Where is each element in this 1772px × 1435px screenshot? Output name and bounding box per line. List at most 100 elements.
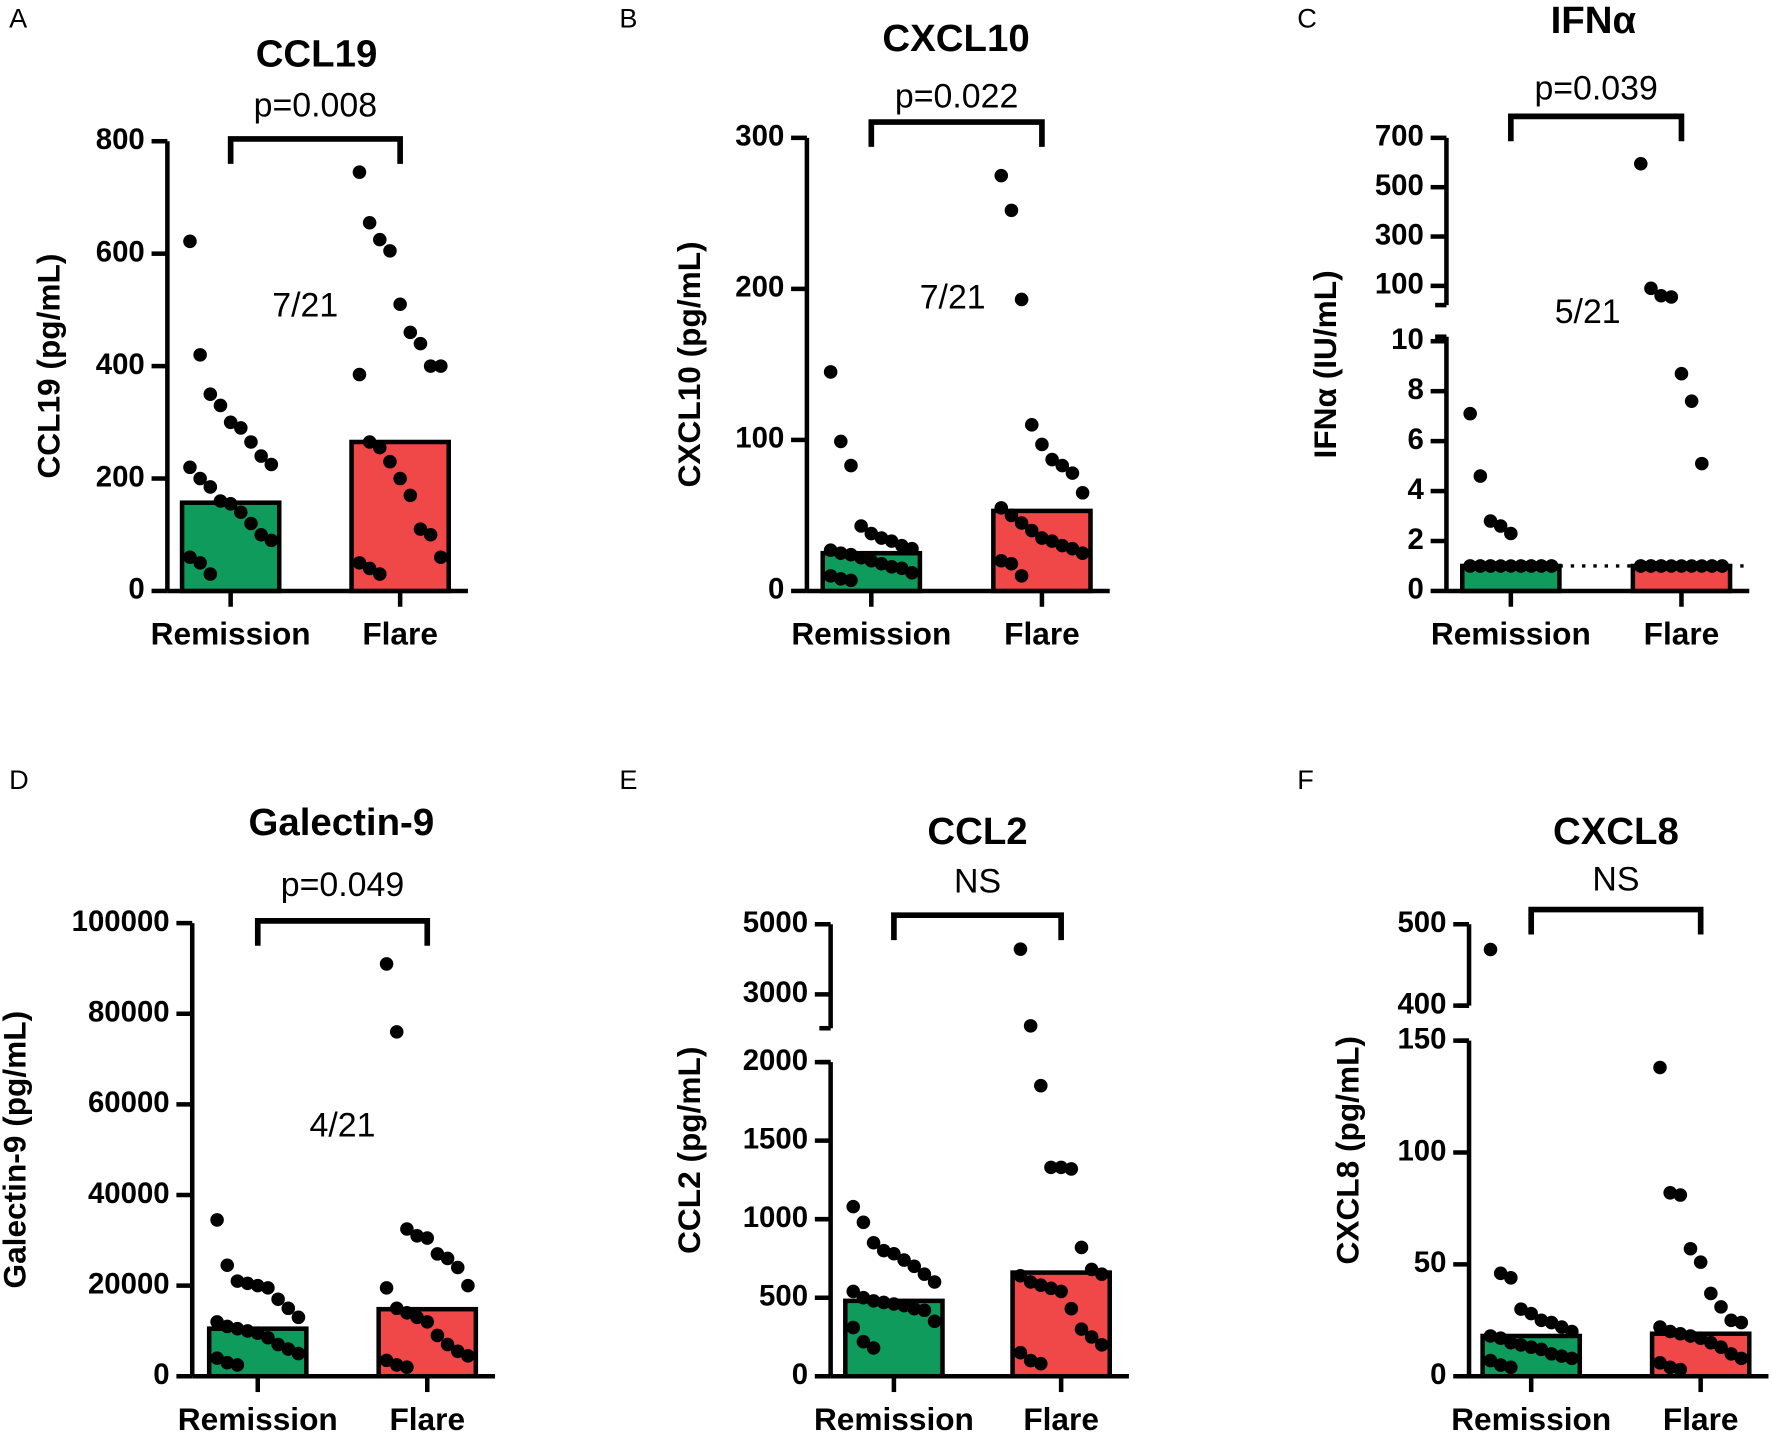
data-point — [1704, 1335, 1718, 1350]
significance-bracket — [254, 918, 431, 946]
data-point — [1463, 559, 1477, 573]
data-point — [1084, 1262, 1099, 1277]
data-point — [1534, 559, 1549, 573]
data-point — [887, 1246, 901, 1261]
data-point — [362, 215, 377, 230]
data-point — [927, 1275, 942, 1289]
x-tick-label: Flare — [1004, 616, 1080, 652]
y-tick-label: 400 — [96, 348, 145, 381]
data-point — [917, 1267, 932, 1281]
data-point — [1663, 1324, 1677, 1339]
y-tick-label: 6 — [1407, 423, 1423, 456]
data-point — [1035, 437, 1049, 452]
y-tick-label: 0 — [1430, 1358, 1446, 1391]
data-point — [291, 1310, 306, 1325]
data-point — [907, 1301, 922, 1316]
y-tick-label: 8 — [1407, 373, 1423, 406]
data-point — [1544, 1347, 1559, 1361]
data-point — [844, 458, 858, 473]
data-point — [264, 457, 279, 472]
data-point — [846, 1284, 861, 1299]
data-point — [1504, 559, 1518, 573]
data-point — [1514, 559, 1528, 573]
data-point — [1693, 1255, 1708, 1269]
data-point — [352, 367, 367, 382]
data-point — [264, 533, 279, 548]
data-point — [866, 1294, 881, 1308]
data-point — [1524, 1306, 1538, 1321]
data-point — [1663, 1360, 1677, 1375]
data-point — [183, 550, 197, 565]
ratio-label: 5/21 — [1555, 293, 1621, 331]
y-tick-label: 4 — [1407, 473, 1424, 506]
x-tick-label: Remission — [791, 616, 951, 652]
data-point — [846, 1199, 861, 1214]
data-point — [897, 1253, 911, 1267]
data-point — [254, 449, 268, 463]
data-point — [1463, 406, 1477, 421]
data-point — [1683, 1241, 1698, 1256]
data-point — [220, 1319, 235, 1334]
data-point — [1095, 1338, 1109, 1352]
data-point — [1064, 1301, 1079, 1316]
data-point — [1664, 559, 1679, 573]
data-point — [461, 1349, 475, 1363]
data-point — [1065, 466, 1080, 480]
data-point — [1653, 1060, 1667, 1075]
y-tick-label: 700 — [1375, 120, 1424, 153]
data-point — [884, 534, 899, 548]
p-value: p=0.008 — [254, 86, 377, 124]
data-point — [220, 1258, 235, 1273]
data-point — [400, 1222, 414, 1236]
data-point — [823, 569, 838, 583]
data-point — [876, 1243, 891, 1258]
data-point — [1544, 559, 1559, 573]
y-tick-label: 600 — [96, 235, 145, 268]
data-point — [434, 550, 448, 565]
data-point — [1674, 366, 1689, 381]
significance-bracket — [891, 912, 1064, 941]
data-point — [1034, 1356, 1048, 1371]
data-point — [1013, 942, 1028, 956]
panel: 0 200 400 600 800 Remission Flare p=0.008 7/21 CC… — [9, 2, 468, 652]
data-point — [895, 561, 909, 576]
data-point — [864, 553, 879, 568]
data-point — [244, 516, 258, 531]
data-point — [220, 1355, 235, 1370]
data-point — [1534, 1313, 1549, 1328]
y-tick-label: 800 — [96, 123, 145, 156]
data-point — [193, 348, 207, 362]
data-point — [1514, 1302, 1528, 1316]
data-point — [1024, 523, 1039, 538]
data-point — [234, 421, 248, 435]
data-point — [240, 1324, 255, 1338]
data-point — [1045, 452, 1059, 467]
data-point — [1673, 1188, 1688, 1202]
data-point — [1004, 508, 1019, 523]
y-tick-label: 1000 — [743, 1201, 808, 1234]
data-point — [1695, 456, 1709, 471]
data-point — [450, 1260, 465, 1275]
data-point — [1554, 1349, 1569, 1363]
y-tick-label: 500 — [1375, 169, 1424, 202]
data-point — [834, 546, 848, 560]
y-tick-label: 40000 — [88, 1177, 170, 1210]
data-point — [994, 553, 1009, 568]
panel-letter: C — [1297, 2, 1317, 33]
y-tick-label: 60000 — [88, 1086, 170, 1119]
data-point — [434, 359, 448, 373]
data-point — [1064, 1162, 1079, 1176]
data-point — [1034, 1078, 1048, 1093]
y-axis-title: CCL2 (pg/mL) — [671, 1047, 707, 1254]
y-tick-label: 80000 — [88, 996, 170, 1029]
data-point — [1524, 1340, 1538, 1354]
data-point — [895, 538, 909, 553]
data-point — [1074, 1240, 1089, 1255]
y-tick-label: 400 — [1397, 987, 1446, 1020]
y-tick-label: 500 — [759, 1279, 808, 1312]
y-tick-label: 100 — [735, 422, 784, 455]
data-point — [210, 1315, 224, 1329]
data-point — [400, 1360, 414, 1374]
